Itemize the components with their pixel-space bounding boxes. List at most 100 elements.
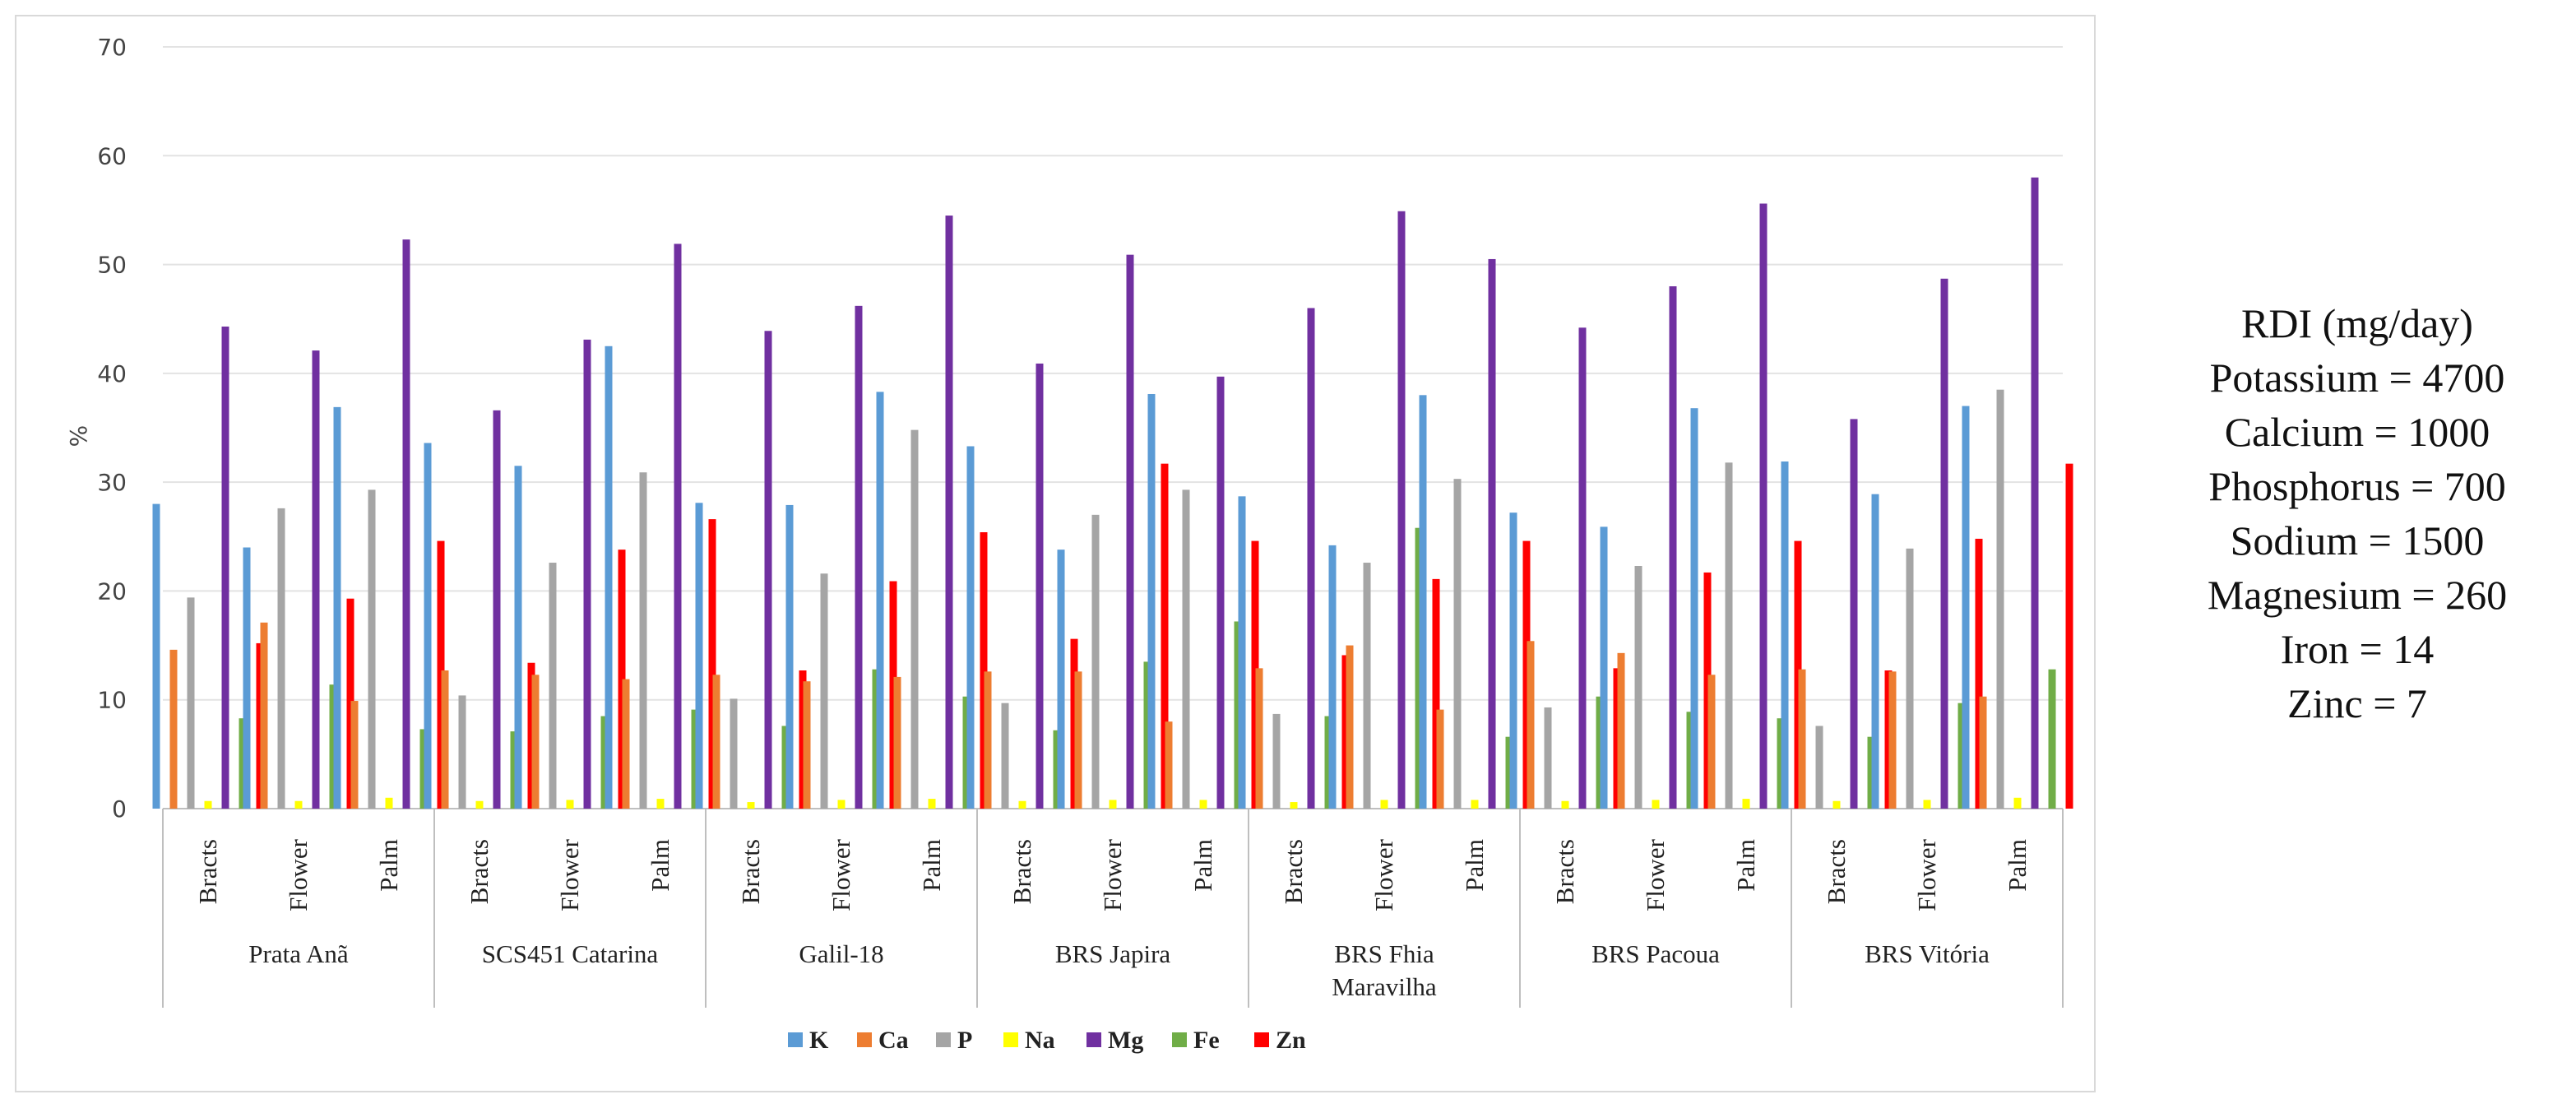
bar-Mg-7-bracts: [1850, 419, 1858, 809]
bar-K-3-bracts: [695, 503, 703, 809]
bar-Na-2-palm: [656, 799, 665, 809]
bar-Fe-4-flower: [1143, 661, 1151, 809]
bar-Zn-5-flower: [1432, 578, 1440, 809]
bar-Mg-3-palm: [945, 216, 953, 809]
bar-K-4-flower: [1057, 550, 1065, 809]
bar-Mg-7-flower: [1940, 278, 1948, 809]
bar-K-4-bracts: [966, 446, 975, 809]
bar-P-1-palm: [368, 489, 376, 809]
bar-Zn-7-flower: [1975, 538, 1983, 809]
x-tick-bracts-3: Bracts: [736, 839, 765, 904]
bar-Na-5-bracts: [1290, 802, 1298, 809]
group-label-4: BRS Japira: [1055, 939, 1171, 968]
rdi-panel: RDI (mg/day) Potassium = 4700 Calcium = …: [2138, 296, 2576, 730]
bar-Zn-4-palm: [1251, 540, 1259, 809]
bar-P-2-flower: [549, 563, 557, 809]
bar-Na-4-flower: [1109, 800, 1117, 809]
rdi-title: RDI (mg/day): [2241, 300, 2473, 346]
bar-K-5-palm: [1419, 395, 1427, 809]
bar-Zn-1-bracts: [256, 642, 264, 809]
bar-K-3-flower: [785, 504, 794, 809]
bar-Fe-1-palm: [419, 729, 428, 809]
bar-Zn-4-flower: [1161, 463, 1169, 809]
bar-Ca-1-flower: [260, 622, 268, 809]
legend-label-Ca: Ca: [878, 1027, 909, 1054]
bar-Ca-5-bracts: [1255, 668, 1263, 809]
bar-Mg-6-flower: [1669, 286, 1677, 809]
bar-Fe-7-bracts: [1867, 736, 1875, 809]
bar-Fe-1-flower: [329, 684, 337, 809]
bar-Mg-5-bracts: [1307, 308, 1315, 809]
bar-Fe-2-bracts: [510, 731, 518, 809]
bar-Ca-3-palm: [893, 676, 901, 809]
bar-Na-2-flower: [566, 800, 574, 809]
bar-Na-1-bracts: [204, 800, 212, 809]
bar-Ca-1-bracts: [169, 649, 178, 809]
bar-P-4-bracts: [1001, 703, 1009, 809]
bar-Mg-6-palm: [1759, 203, 1768, 809]
y-axis-label: %: [65, 425, 92, 448]
bar-Ca-6-palm: [1707, 675, 1716, 809]
group-label-2: SCS451 Catarina: [482, 939, 659, 968]
bar-Na-5-flower: [1380, 800, 1388, 809]
x-tick-palm-3: Palm: [917, 839, 946, 892]
bar-P-7-flower: [1906, 548, 1914, 809]
bar-Na-3-bracts: [747, 802, 755, 809]
y-tick-60: 60: [97, 142, 127, 169]
bar-Mg-5-flower: [1397, 211, 1406, 809]
bar-K-2-palm: [605, 345, 613, 809]
rdi-potassium: Potassium = 4700: [2209, 355, 2505, 401]
bar-Zn-7-palm: [2065, 463, 2073, 809]
bar-K-5-bracts: [1238, 496, 1246, 809]
bar-Ca-4-flower: [1074, 671, 1082, 809]
rdi-calcium: Calcium = 1000: [2224, 409, 2490, 455]
x-tick-flower-2: Flower: [555, 838, 584, 911]
bar-Mg-1-flower: [312, 350, 320, 809]
x-tick-bracts-2: Bracts: [465, 839, 493, 904]
bar-K-4-palm: [1147, 393, 1156, 809]
x-tick-flower-6: Flower: [1641, 838, 1670, 911]
bar-Fe-1-bracts: [239, 718, 247, 809]
bar-Zn-4-bracts: [1070, 638, 1078, 809]
bar-Mg-3-flower: [855, 305, 863, 809]
group-label-1: Prata Anã: [248, 939, 349, 968]
bar-Mg-7-palm: [2031, 177, 2039, 809]
bar-Fe-6-flower: [1686, 712, 1694, 809]
bar-Mg-3-bracts: [764, 331, 772, 809]
y-tick-70: 70: [97, 34, 127, 61]
bar-K-6-palm: [1690, 408, 1698, 809]
bar-Ca-3-bracts: [712, 675, 720, 809]
legend-swatch-Zn: [1254, 1032, 1269, 1047]
x-tick-bracts-7: Bracts: [1822, 839, 1851, 904]
bar-Fe-5-palm: [1505, 736, 1513, 809]
bar-P-5-flower: [1363, 563, 1371, 809]
bar-P-4-flower: [1091, 514, 1100, 809]
bar-Fe-2-flower: [600, 716, 609, 809]
bar-Na-6-palm: [1742, 799, 1750, 809]
bar-Na-6-flower: [1652, 800, 1660, 809]
rdi-phosphorus: Phosphorus = 700: [2208, 463, 2506, 509]
bar-Fe-3-bracts: [781, 726, 790, 809]
bar-K-5-flower: [1328, 545, 1337, 809]
rdi-sodium: Sodium = 1500: [2230, 517, 2485, 563]
bar-Ca-2-flower: [531, 675, 540, 809]
x-tick-bracts-1: Bracts: [193, 839, 222, 904]
bar-Ca-4-bracts: [984, 671, 992, 809]
bar-Ca-2-palm: [622, 679, 630, 809]
bar-Mg-2-flower: [583, 339, 591, 809]
bar-P-1-bracts: [187, 597, 195, 809]
bar-Zn-5-bracts: [1341, 655, 1350, 809]
bar-Fe-4-palm: [1234, 621, 1242, 809]
group-label-3: Galil-18: [799, 939, 883, 968]
bar-K-7-palm: [1962, 406, 1970, 809]
bar-K-2-bracts: [424, 443, 432, 809]
bar-Na-7-bracts: [1832, 800, 1841, 809]
legend-swatch-Fe: [1172, 1032, 1187, 1047]
legend-swatch-Mg: [1086, 1032, 1101, 1047]
bar-Mg-2-palm: [674, 243, 682, 809]
rdi-iron: Iron = 14: [2280, 626, 2435, 672]
bar-chart: 0 10 20 30 40 50 60 70% Bracts Flower Palm Bracts Fl…: [65, 34, 2073, 1054]
bar-Na-4-bracts: [1018, 800, 1026, 809]
bar-Zn-2-bracts: [527, 662, 535, 809]
bar-Zn-2-flower: [618, 550, 626, 809]
